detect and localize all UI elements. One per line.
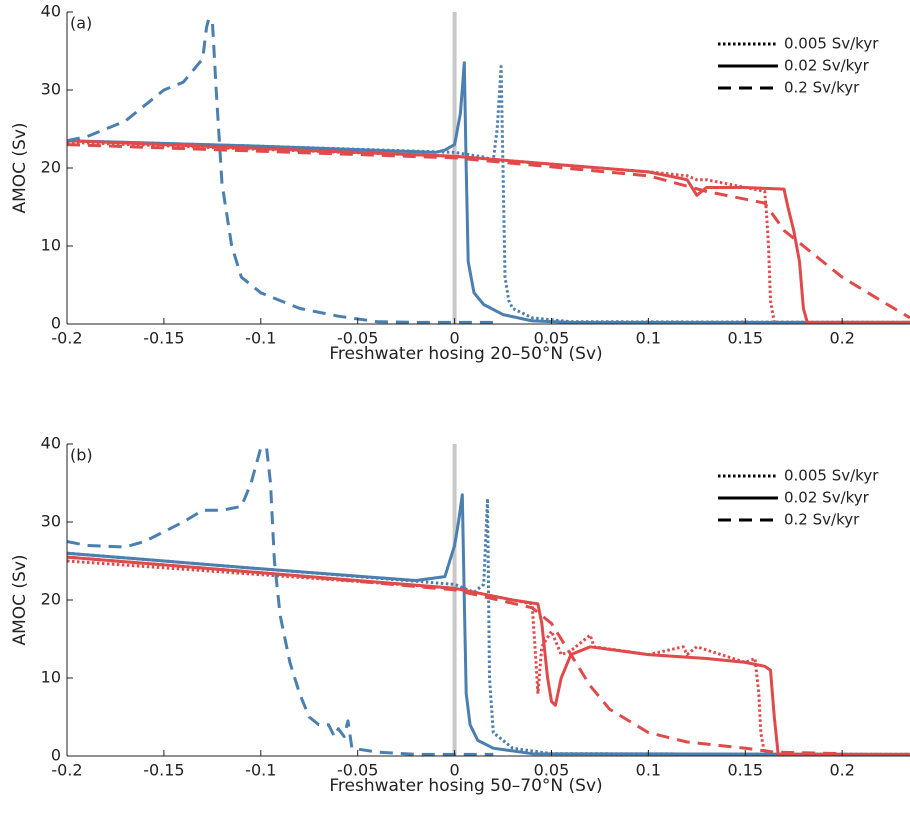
y-tick-label: 0 [51,314,61,333]
legend-label: 0.2 Sv/kyr [784,79,860,97]
x-tick-label: 0.2 [829,329,854,348]
legend-label: 0.005 Sv/kyr [784,467,879,485]
data-line [66,65,910,324]
panel-label: (a) [70,14,92,33]
data-line [66,18,494,324]
data-line [66,446,494,756]
y-tick-label: 0 [51,746,61,765]
x-tick-label: -0.2 [51,329,82,348]
y-tick-label: 10 [41,236,61,255]
x-axis-label: Freshwater hosing 50–70°N (Sv) [329,776,602,796]
x-tick-label: 0.2 [829,761,854,780]
y-axis-label: AMOC (Sv) [10,122,30,213]
x-tick-label: 0.15 [727,329,763,348]
x-tick-label: 0 [449,761,459,780]
x-axis-label: Freshwater hosing 20–50°N (Sv) [329,344,602,364]
legend-label: 0.005 Sv/kyr [784,35,879,53]
x-tick-label: 0 [449,329,459,348]
legend-label: 0.02 Sv/kyr [784,489,870,507]
data-line [66,139,910,324]
x-tick-label: 0.15 [727,761,763,780]
x-tick-label: -0.15 [143,329,184,348]
y-tick-label: 20 [41,590,61,609]
y-tick-label: 30 [41,512,61,531]
x-tick-label: -0.1 [245,329,276,348]
y-tick-label: 30 [41,80,61,99]
x-tick-label: 0.1 [636,761,661,780]
y-tick-label: 40 [41,2,61,21]
y-tick-label: 40 [41,434,61,453]
legend-label: 0.02 Sv/kyr [784,57,870,75]
data-line [66,140,910,324]
x-tick-label: -0.05 [337,329,378,348]
panel-label: (b) [70,446,93,465]
x-tick-label: -0.05 [337,761,378,780]
y-axis-label: AMOC (Sv) [10,554,30,645]
x-tick-label: -0.2 [51,761,82,780]
x-tick-label: 0.05 [534,329,570,348]
data-line [66,555,843,756]
data-line [66,61,910,324]
x-tick-label: 0.05 [534,761,570,780]
y-tick-label: 20 [41,158,61,177]
legend-label: 0.2 Sv/kyr [784,511,860,529]
x-tick-label: -0.1 [245,761,276,780]
x-tick-label: -0.15 [143,761,184,780]
x-tick-label: 0.1 [636,329,661,348]
data-line [66,497,910,756]
data-line [66,143,910,320]
data-line [66,493,910,756]
y-tick-label: 10 [41,668,61,687]
